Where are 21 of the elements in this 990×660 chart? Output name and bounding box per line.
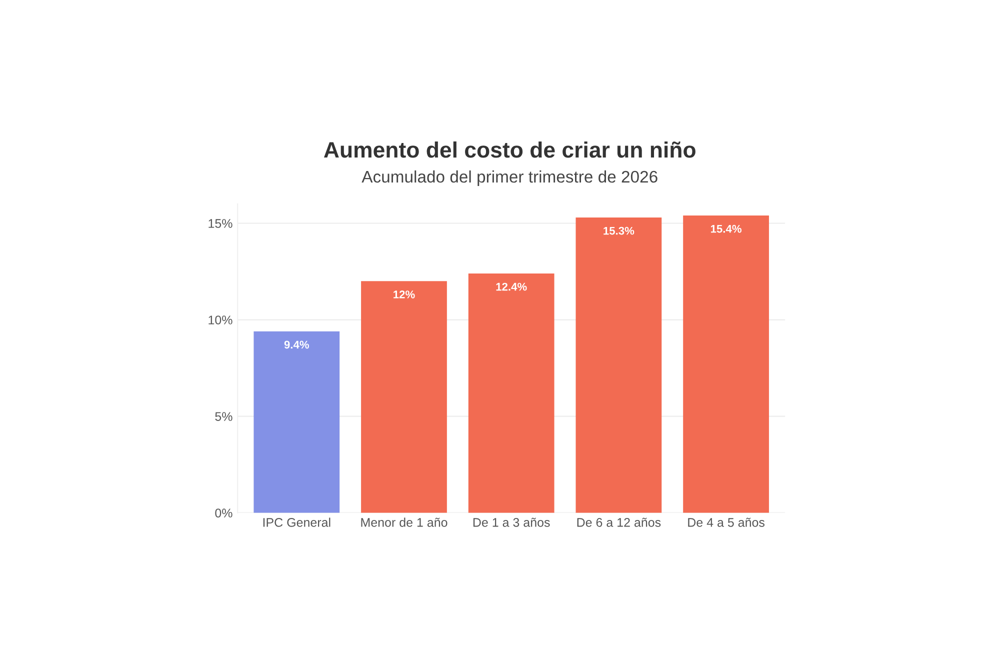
data-label: 12.4% — [496, 282, 527, 291]
y-tick-label: 0% — [215, 508, 232, 518]
y-tick-label: 5% — [215, 412, 232, 421]
data-label: 12% — [394, 290, 415, 298]
data-label: 15.4% — [710, 224, 742, 233]
bar — [576, 217, 662, 513]
y-tick-label: 15% — [208, 219, 232, 228]
bar — [254, 331, 340, 513]
x-tick-label: De 1 a 3 años — [473, 518, 550, 527]
bar — [361, 281, 447, 513]
bar — [468, 273, 554, 513]
data-label: 9.4% — [284, 340, 310, 349]
x-tick-label: Menor de 1 año — [361, 518, 448, 527]
x-tick-label: De 4 a 5 años — [688, 518, 764, 527]
x-tick-label: De 6 a 12 años — [577, 518, 661, 527]
x-tick-label: IPC General — [263, 518, 330, 527]
y-tick-label: 10% — [208, 316, 232, 324]
chart-subtitle: Acumulado del primer trimestre de 2026 — [362, 170, 658, 186]
chart-title: Aumento del costo de criar un niño — [324, 141, 696, 158]
data-label: 15.3% — [604, 226, 634, 235]
bar — [683, 216, 769, 513]
